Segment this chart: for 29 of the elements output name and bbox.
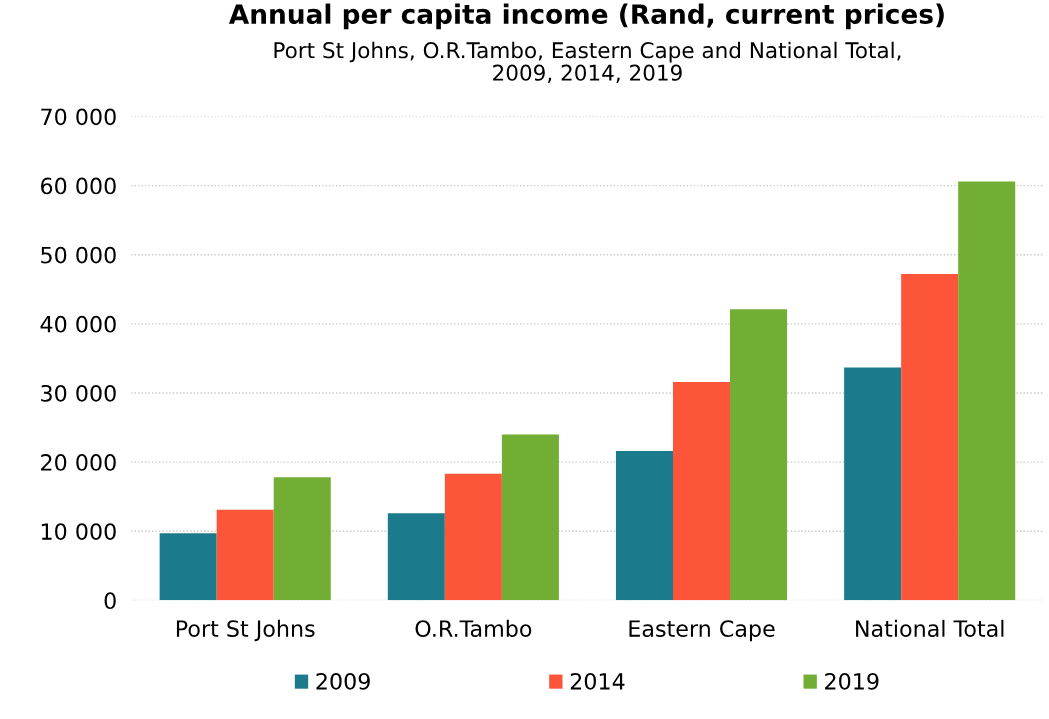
bar: [444, 473, 502, 601]
x-tick-label: National Total: [856, 619, 1004, 638]
bar: [901, 274, 959, 601]
y-tick-label: 30 000: [41, 384, 116, 402]
bar: [958, 181, 1016, 601]
bar: [673, 381, 731, 601]
bar: [730, 309, 788, 601]
legend-label: 2009: [316, 672, 370, 690]
y-tick-label: 0: [104, 592, 116, 610]
y-tick-label: 70 000: [41, 108, 116, 126]
chart-title: Annual per capita income (Rand, current prices): [228, 3, 944, 30]
chart-subtitle: Port St Johns, O.R.Tambo, Eastern Cape and National Total, 2009, 2014, 2019: [274, 41, 901, 84]
legend-label: 2019: [825, 672, 879, 690]
x-tick-label: O.R.Tambo: [415, 619, 532, 638]
x-tick-label: Eastern Cape: [629, 620, 775, 642]
bar: [387, 513, 445, 601]
y-tick-label: 40 000: [40, 315, 116, 333]
bar: [216, 509, 274, 601]
bar: [844, 367, 902, 601]
x-tick-label: Port St Johns: [176, 619, 315, 642]
bar: [273, 477, 331, 601]
y-tick-label: 10 000: [41, 523, 116, 540]
y-tick-label: 60 000: [41, 177, 116, 195]
y-tick-label: 50 000: [41, 246, 116, 264]
bar: [615, 451, 673, 601]
legend-label: 2014: [570, 672, 625, 690]
bar: [501, 434, 559, 601]
bar: [159, 533, 217, 601]
y-tick-label: 20 000: [41, 454, 116, 471]
